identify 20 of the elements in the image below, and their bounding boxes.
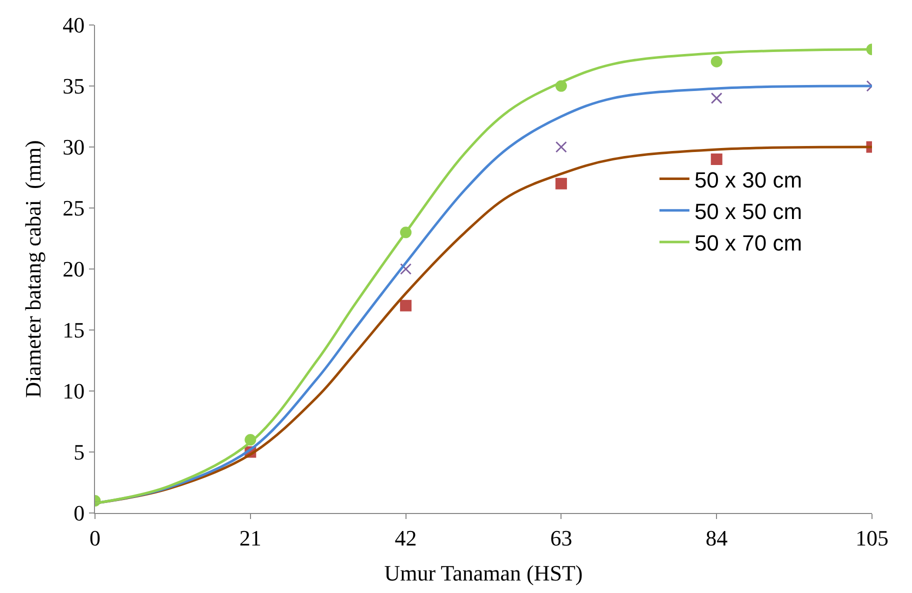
y-tick-label: 15 (62, 318, 85, 343)
y-tick-label: 30 (62, 134, 85, 160)
x-tick-label: 63 (550, 525, 572, 550)
x-axis-title: Umur Tanaman (HST) (384, 560, 583, 586)
x-tick-label: 105 (856, 525, 888, 550)
y-tick-label: 40 (62, 12, 85, 38)
x-tick-label: 84 (706, 525, 728, 550)
y-axis-title: Diameter batang cabai (mm) (20, 140, 46, 398)
x-tick-label: 0 (90, 525, 100, 550)
legend-label: 50 x 70 cm (694, 230, 802, 256)
legend-label: 50 x 30 cm (694, 167, 802, 192)
x-tick-label: 42 (394, 525, 417, 550)
y-tick-label: 5 (74, 440, 85, 465)
legend-label: 50 x 50 cm (694, 198, 802, 224)
y-tick-label: 10 (62, 378, 85, 404)
x-tick-label: 21 (239, 525, 262, 550)
y-tick-label: 25 (62, 196, 85, 221)
y-tick-label: 20 (62, 256, 85, 282)
y-tick-label: 0 (74, 500, 85, 526)
y-tick-label: 35 (62, 74, 85, 99)
